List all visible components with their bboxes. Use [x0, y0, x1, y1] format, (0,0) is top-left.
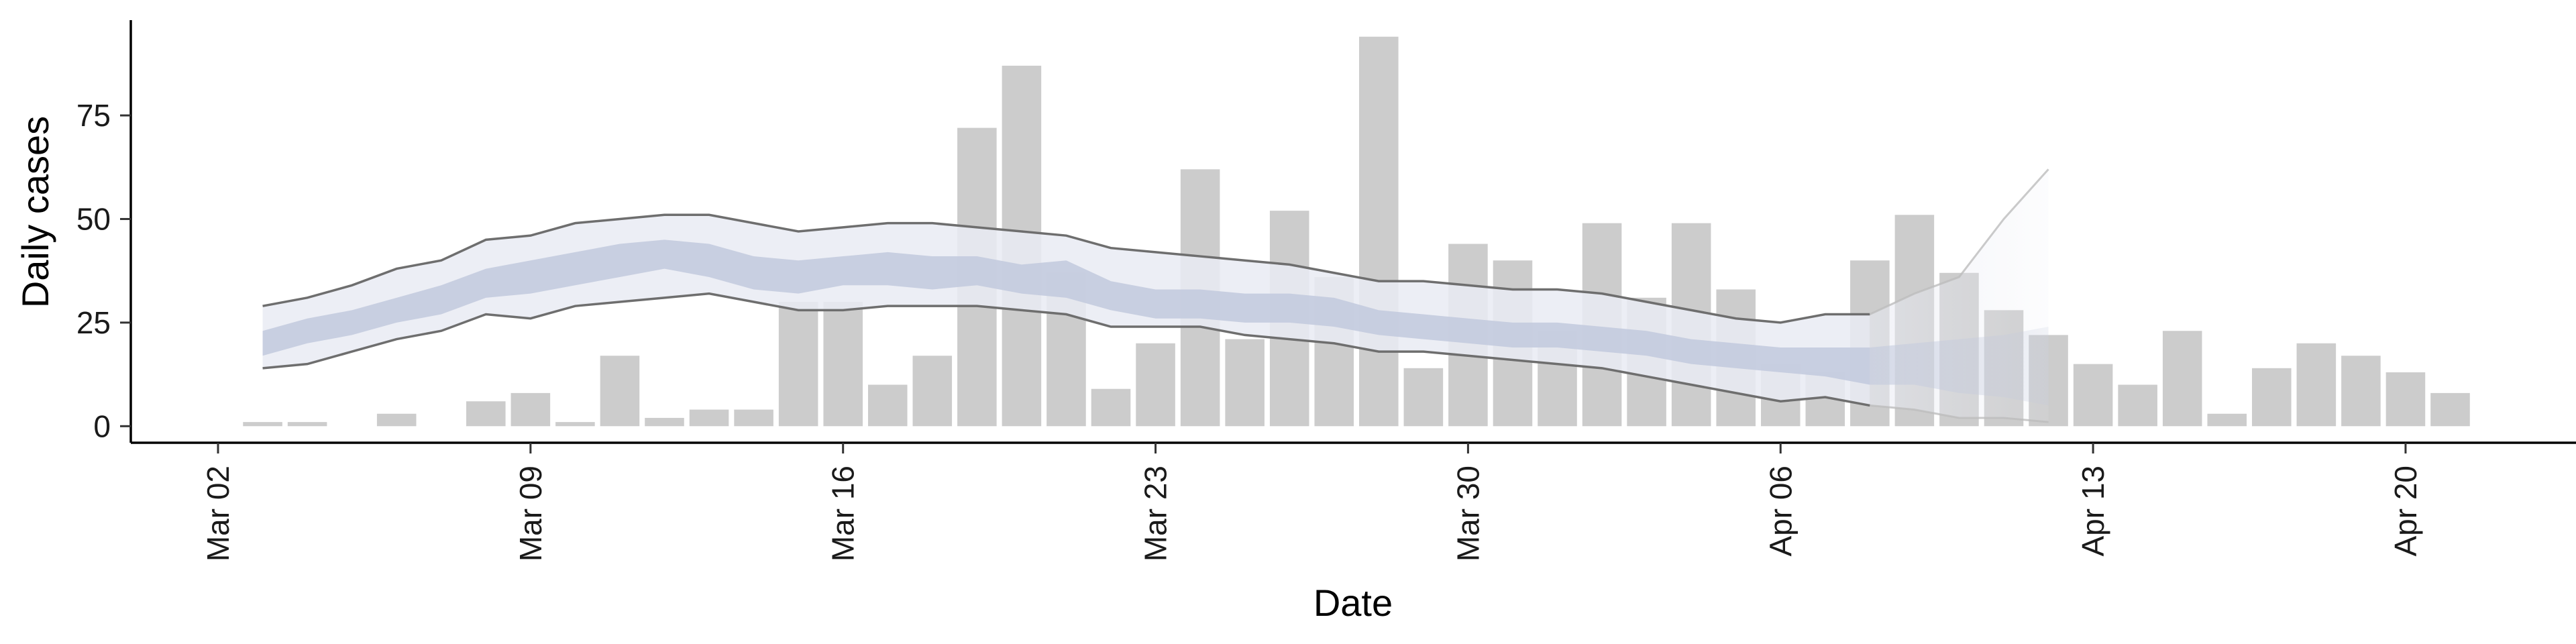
y-tick-label-75: 75 — [76, 98, 111, 133]
bar-2020-04-18 — [2296, 343, 2337, 427]
y-tick-label-50: 50 — [76, 201, 111, 236]
upper-line-forecast — [1869, 168, 2049, 315]
bar-2020-03-09 — [511, 392, 551, 427]
upper-line-nowcast — [262, 213, 1870, 324]
x-tick-label-4: Mar 30 — [1450, 466, 1485, 561]
y-tick-label-25: 25 — [76, 305, 111, 340]
bar-2020-03-14 — [734, 409, 773, 427]
band-inner-forecast — [1870, 327, 2049, 406]
x-tick-label-0: Mar 02 — [201, 466, 235, 561]
bar-2020-03-22 — [1091, 388, 1131, 427]
bar-2020-03-06 — [376, 413, 417, 427]
bar-2020-03-13 — [689, 409, 729, 427]
bar-2020-04-14 — [2118, 384, 2157, 427]
bar-2020-03-08 — [466, 401, 506, 427]
bar-2020-03-16 — [823, 302, 863, 427]
bar-2020-04-15 — [2162, 331, 2202, 427]
bar-2020-04-19 — [2341, 356, 2381, 427]
lower-line-nowcast — [262, 292, 1870, 407]
axes-layer: 0 25 50 75 Mar 02 Mar 09 Mar 16 Mar 23 Mar 30 Apr… — [76, 20, 2576, 561]
bar-2020-03-03 — [243, 422, 282, 427]
bar-2020-03-28 — [1359, 36, 1399, 427]
x-tick-label-6: Apr 13 — [2076, 466, 2110, 557]
x-axis-title: Date — [1313, 582, 1393, 624]
bar-2020-03-18 — [912, 356, 953, 427]
bar-2020-03-10 — [555, 422, 595, 427]
bar-2020-03-23 — [1136, 343, 1175, 427]
bar-2020-04-17 — [2252, 368, 2292, 427]
y-tick-label-0: 0 — [93, 409, 111, 443]
y-axis-title: Daily cases — [14, 116, 56, 308]
band-layer — [262, 168, 2049, 423]
bar-2020-04-20 — [2385, 372, 2426, 427]
bar-2020-03-25 — [1225, 339, 1265, 427]
bar-2020-03-17 — [867, 384, 908, 427]
bar-2020-03-11 — [600, 356, 640, 427]
bar-2020-04-16 — [2207, 413, 2247, 427]
x-tick-label-1: Mar 09 — [513, 466, 548, 561]
lower-line-forecast — [1870, 404, 2049, 423]
x-tick-label-7: Apr 20 — [2388, 466, 2423, 557]
bar-2020-03-12 — [645, 417, 684, 427]
x-tick-label-2: Mar 16 — [826, 466, 861, 561]
bar-2020-04-21 — [2430, 392, 2470, 427]
bar-2020-03-29 — [1403, 368, 1444, 427]
bar-2020-03-04 — [287, 422, 327, 427]
x-tick-label-3: Mar 23 — [1138, 466, 1173, 561]
band-inner-nowcast — [262, 239, 1870, 385]
bar-2020-03-15 — [778, 302, 818, 427]
bar-2020-04-13 — [2073, 364, 2113, 427]
x-tick-label-5: Apr 06 — [1763, 466, 1798, 557]
